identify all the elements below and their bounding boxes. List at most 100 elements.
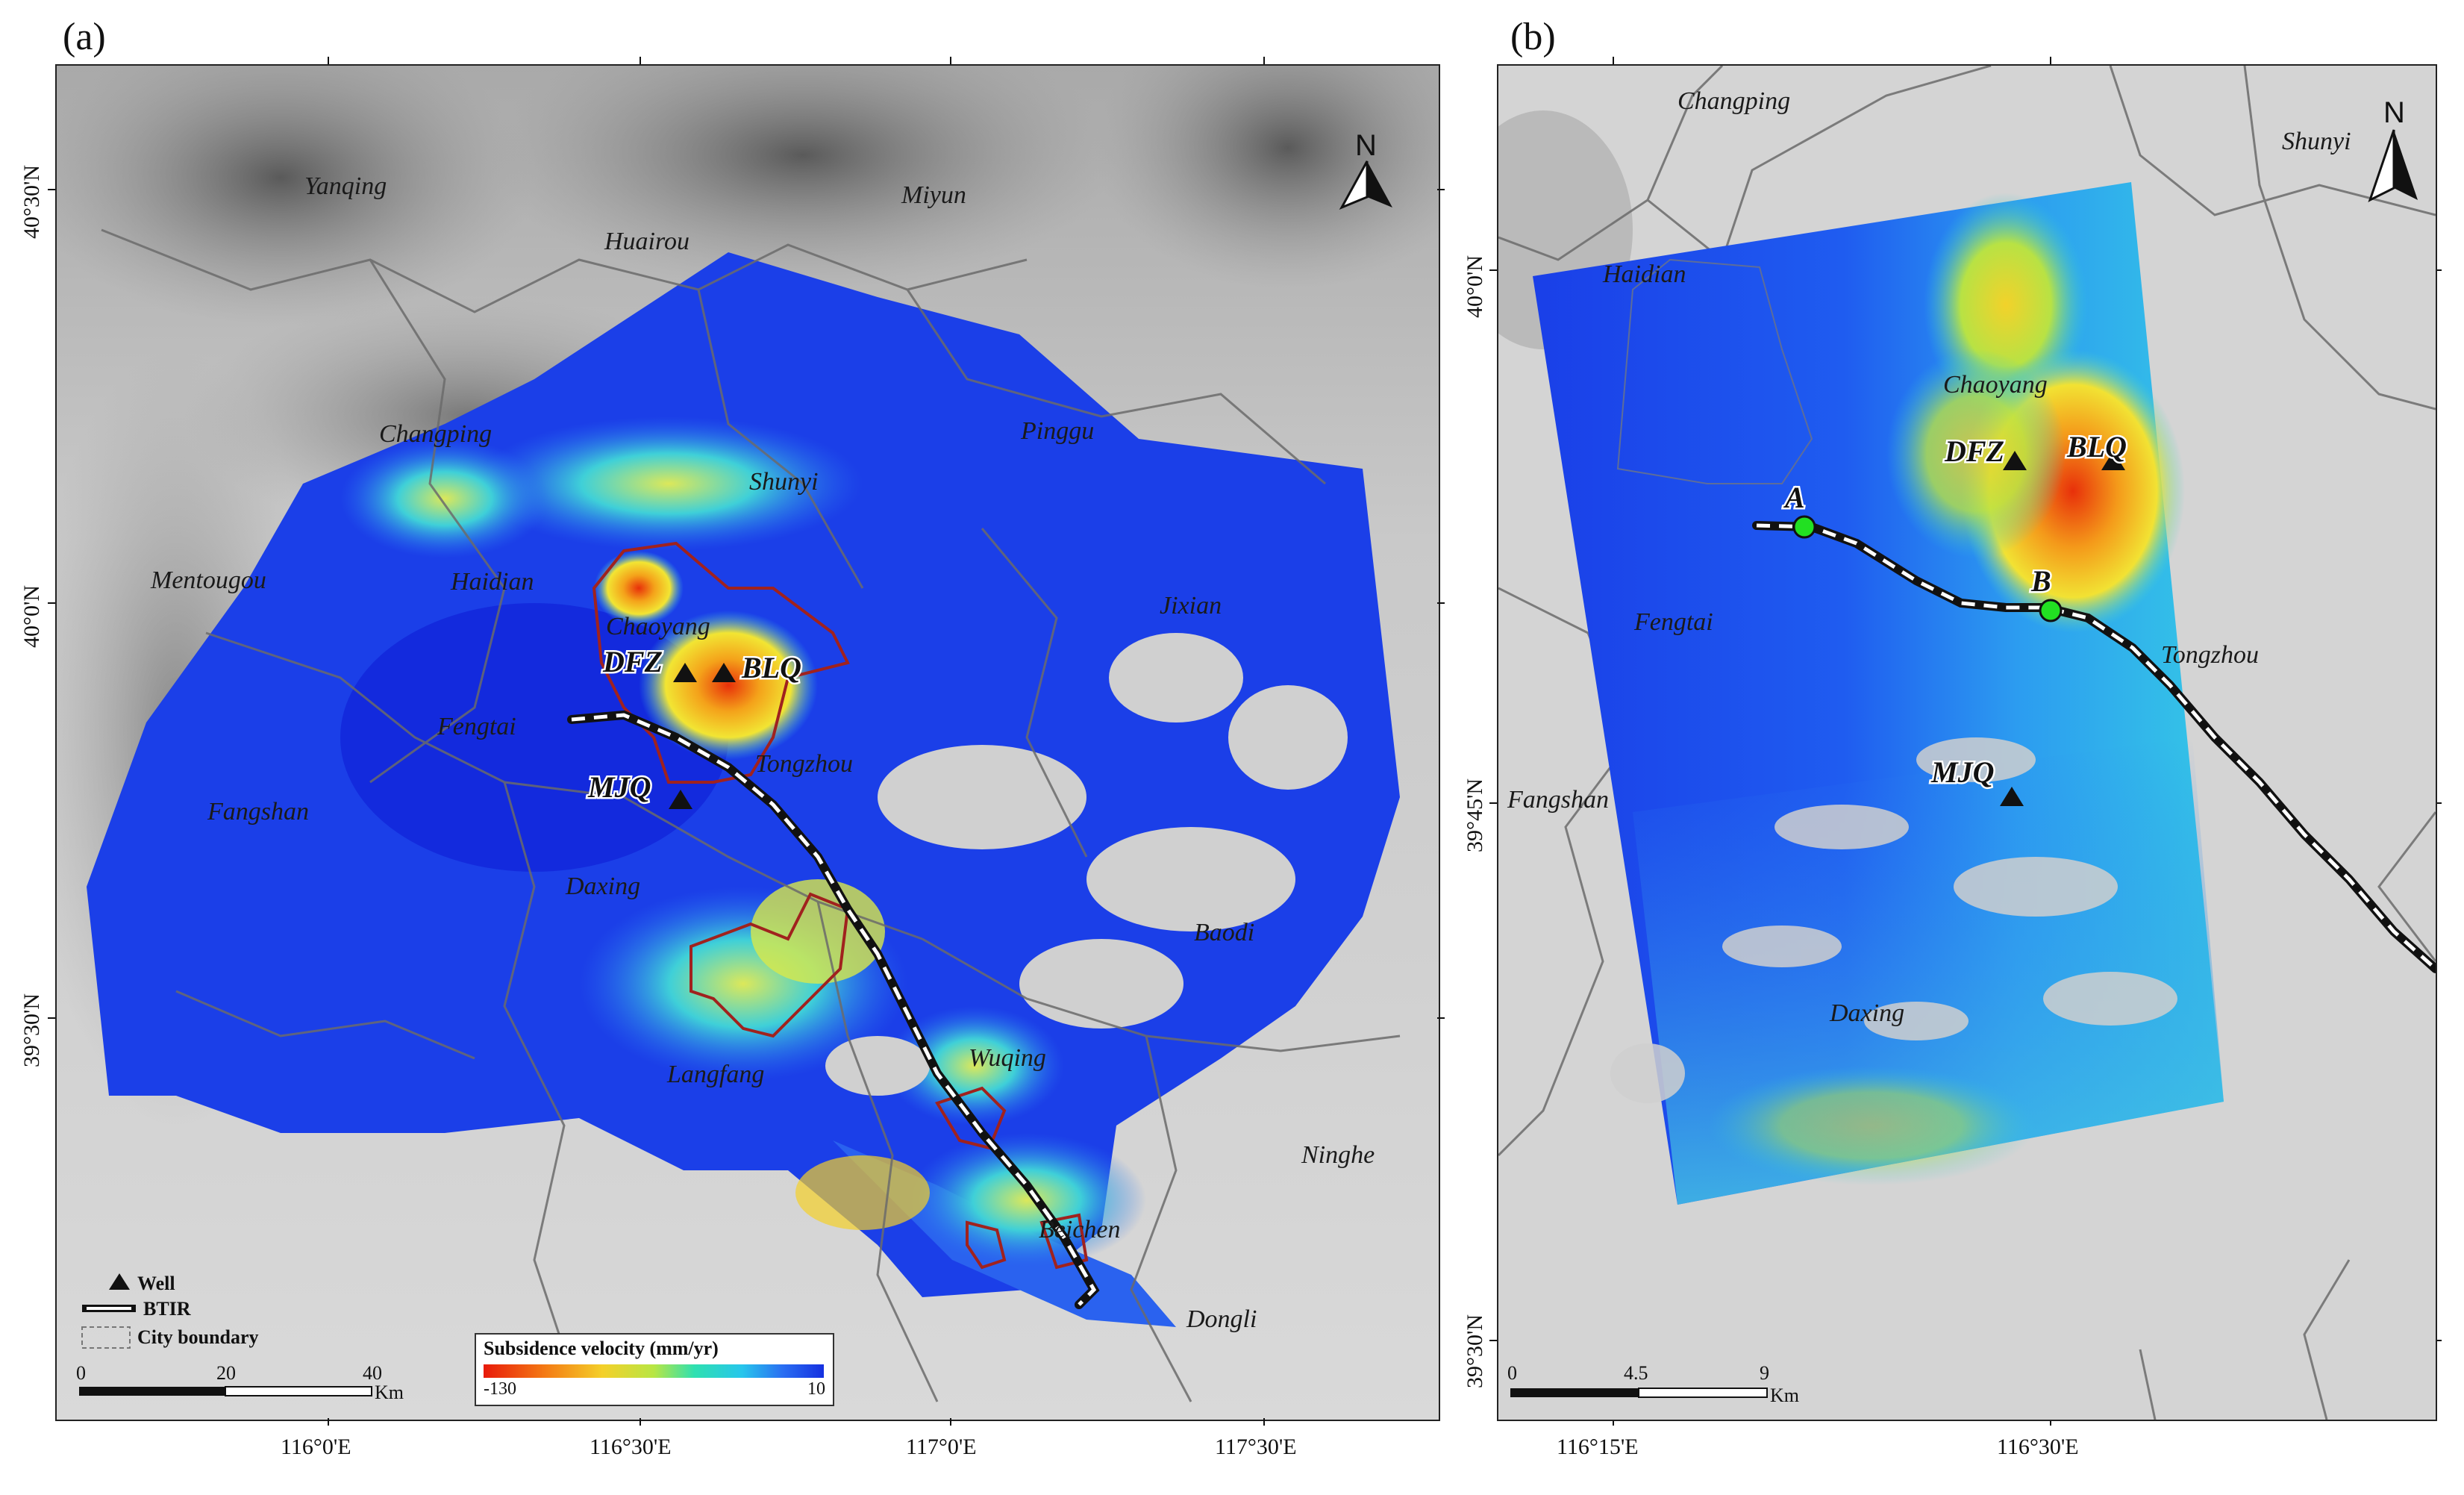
point-a-label: A xyxy=(1783,481,1805,514)
deep-blue-area xyxy=(340,603,728,872)
lon-tick-a-1: 116°0'E xyxy=(281,1435,351,1459)
scalebar-a-black xyxy=(79,1387,225,1396)
no-data-gap xyxy=(1019,939,1183,1029)
no-data-gaps xyxy=(1610,737,2177,1103)
velocity-patch xyxy=(340,439,549,558)
place-label-baodi: Baodi xyxy=(1194,919,1254,946)
scalebar-b-black xyxy=(1510,1388,1639,1397)
well-label-blq: BLQ xyxy=(741,651,801,684)
place-label-tongzhou: Tongzhou xyxy=(755,750,853,778)
place-label-wuqing: Wuqing xyxy=(969,1044,1046,1072)
place-label-jixian: Jixian xyxy=(1160,592,1222,619)
city-boundaries xyxy=(1498,66,2436,1420)
north-label: N xyxy=(2383,96,2405,129)
point-a-marker[interactable] xyxy=(1792,515,1816,539)
scalebar-b-9: 9 xyxy=(1760,1362,1769,1384)
scalebar-a-0: 0 xyxy=(76,1362,86,1384)
lon-tick-b-1: 116°15'E xyxy=(1557,1435,1639,1459)
well-marker-mjq[interactable] xyxy=(669,790,692,809)
colorbar-box: Subsidence velocity (mm/yr) -130 10 xyxy=(475,1333,834,1406)
legend-well-label: Well xyxy=(137,1273,175,1294)
colorbar-title: Subsidence velocity (mm/yr) xyxy=(484,1338,719,1359)
scalebar-b-0: 0 xyxy=(1507,1362,1517,1384)
place-label-chaoyang: Chaoyang xyxy=(606,613,710,640)
velocity-patch xyxy=(1886,349,2066,558)
place-label-changping: Changping xyxy=(379,420,492,448)
lat-tick-a-1: 40°30'N xyxy=(19,165,44,239)
no-data-gap xyxy=(878,745,1086,849)
well-marker-blq[interactable] xyxy=(2101,451,2125,470)
lon-tick-a-2: 116°30'E xyxy=(590,1435,672,1459)
district-outline xyxy=(1616,258,1813,484)
well-marker-blq[interactable] xyxy=(712,663,736,682)
well-label-dfz: DFZ xyxy=(602,645,663,678)
mountain-shading xyxy=(1094,66,1439,290)
velocity-patch xyxy=(475,416,863,551)
lat-tick-b-2: 39°45'N xyxy=(1463,778,1487,852)
place-label-chaoyang: Chaoyang xyxy=(1943,371,2048,399)
place-label-fangshan: Fangshan xyxy=(207,798,309,825)
place-label-haidian: Haidian xyxy=(450,568,534,596)
lon-tick-b-2: 116°30'E xyxy=(1997,1435,2079,1459)
no-data-gap xyxy=(825,1036,930,1096)
city-boundaries xyxy=(101,228,1401,1402)
place-label-shunyi: Shunyi xyxy=(2282,128,2351,155)
north-arrow: N xyxy=(2368,96,2418,202)
well-marker-dfz[interactable] xyxy=(2003,451,2027,470)
velocity-patch xyxy=(751,879,885,984)
well-marker-dfz[interactable] xyxy=(673,663,697,682)
map-a-svg: Yanqing Huairou Miyun Changping Shunyi P… xyxy=(57,66,1439,1420)
place-label-haidian: Haidian xyxy=(1602,260,1686,288)
well-marker-mjq[interactable] xyxy=(2000,787,2024,806)
colorbar-gradient xyxy=(484,1364,824,1378)
legend-city-boundary-symbol xyxy=(81,1326,131,1349)
colorbar-max: 10 xyxy=(807,1379,825,1399)
north-arrow: N xyxy=(1339,129,1392,210)
legend-btir-label: BTIR xyxy=(143,1298,191,1320)
point-b-label: B xyxy=(2030,564,2051,598)
no-data-gap xyxy=(1228,685,1348,790)
btir-railway-dash xyxy=(571,713,1097,1306)
subsidence-hotspot xyxy=(594,551,684,625)
panel-a-label: (a) xyxy=(63,16,106,58)
place-label-fangshan: Fangshan xyxy=(1507,786,1609,814)
place-label-pinggu: Pinggu xyxy=(1020,417,1094,445)
point-b-marker[interactable] xyxy=(2039,599,2063,622)
place-label-langfang: Langfang xyxy=(666,1061,764,1088)
map-panel-a[interactable]: Yanqing Huairou Miyun Changping Shunyi P… xyxy=(55,64,1440,1421)
scalebar-a-white xyxy=(225,1386,372,1396)
place-label-daxing: Daxing xyxy=(565,873,640,900)
scalebar-a-20: 20 xyxy=(216,1362,236,1384)
place-label-beichen: Beichen xyxy=(1039,1216,1121,1243)
map-panel-b[interactable]: A B DFZ BLQ MJQ Changping Shunyi Haidian… xyxy=(1497,64,2437,1421)
place-label-dongli: Dongli xyxy=(1186,1305,1257,1333)
place-label-tongzhou: Tongzhou xyxy=(2161,641,2259,669)
mountain-shading xyxy=(490,66,1116,290)
panel-b-label: (b) xyxy=(1510,16,1556,58)
well-label-dfz: DFZ xyxy=(1944,434,2004,468)
mountain-shading xyxy=(57,66,534,327)
velocity-patch xyxy=(885,1006,1064,1126)
velocity-patch xyxy=(1707,1066,2036,1185)
lon-tick-a-3: 117°0'E xyxy=(906,1435,977,1459)
scalebar-b-45: 4.5 xyxy=(1624,1362,1648,1384)
velocity-patch xyxy=(795,1155,930,1230)
subsidence-zones xyxy=(592,541,1089,1270)
place-label-ninghe: Ninghe xyxy=(1301,1141,1375,1169)
map-b-svg: A B DFZ BLQ MJQ Changping Shunyi Haidian… xyxy=(1498,66,2436,1420)
place-label-mentougou: Mentougou xyxy=(150,567,266,594)
north-label: N xyxy=(1355,129,1377,162)
place-label-shunyi: Shunyi xyxy=(749,468,819,496)
lat-tick-a-3: 39°30'N xyxy=(19,993,44,1067)
place-label-fengtai: Fengtai xyxy=(437,713,516,740)
place-label-fengtai: Fengtai xyxy=(1633,608,1713,636)
well-label-mjq: MJQ xyxy=(1930,755,1994,789)
no-data-gap xyxy=(1109,633,1243,722)
place-label-daxing: Daxing xyxy=(1829,999,1904,1027)
lon-tick-a-4: 117°30'E xyxy=(1215,1435,1297,1459)
lat-tick-b-3: 39°30'N xyxy=(1463,1314,1487,1388)
colorbar-min: -130 xyxy=(484,1379,516,1399)
scalebar-a-40: 40 xyxy=(363,1362,382,1384)
legend-city-boundary-label: City boundary xyxy=(137,1326,259,1348)
scalebar-b-white xyxy=(1638,1388,1768,1398)
